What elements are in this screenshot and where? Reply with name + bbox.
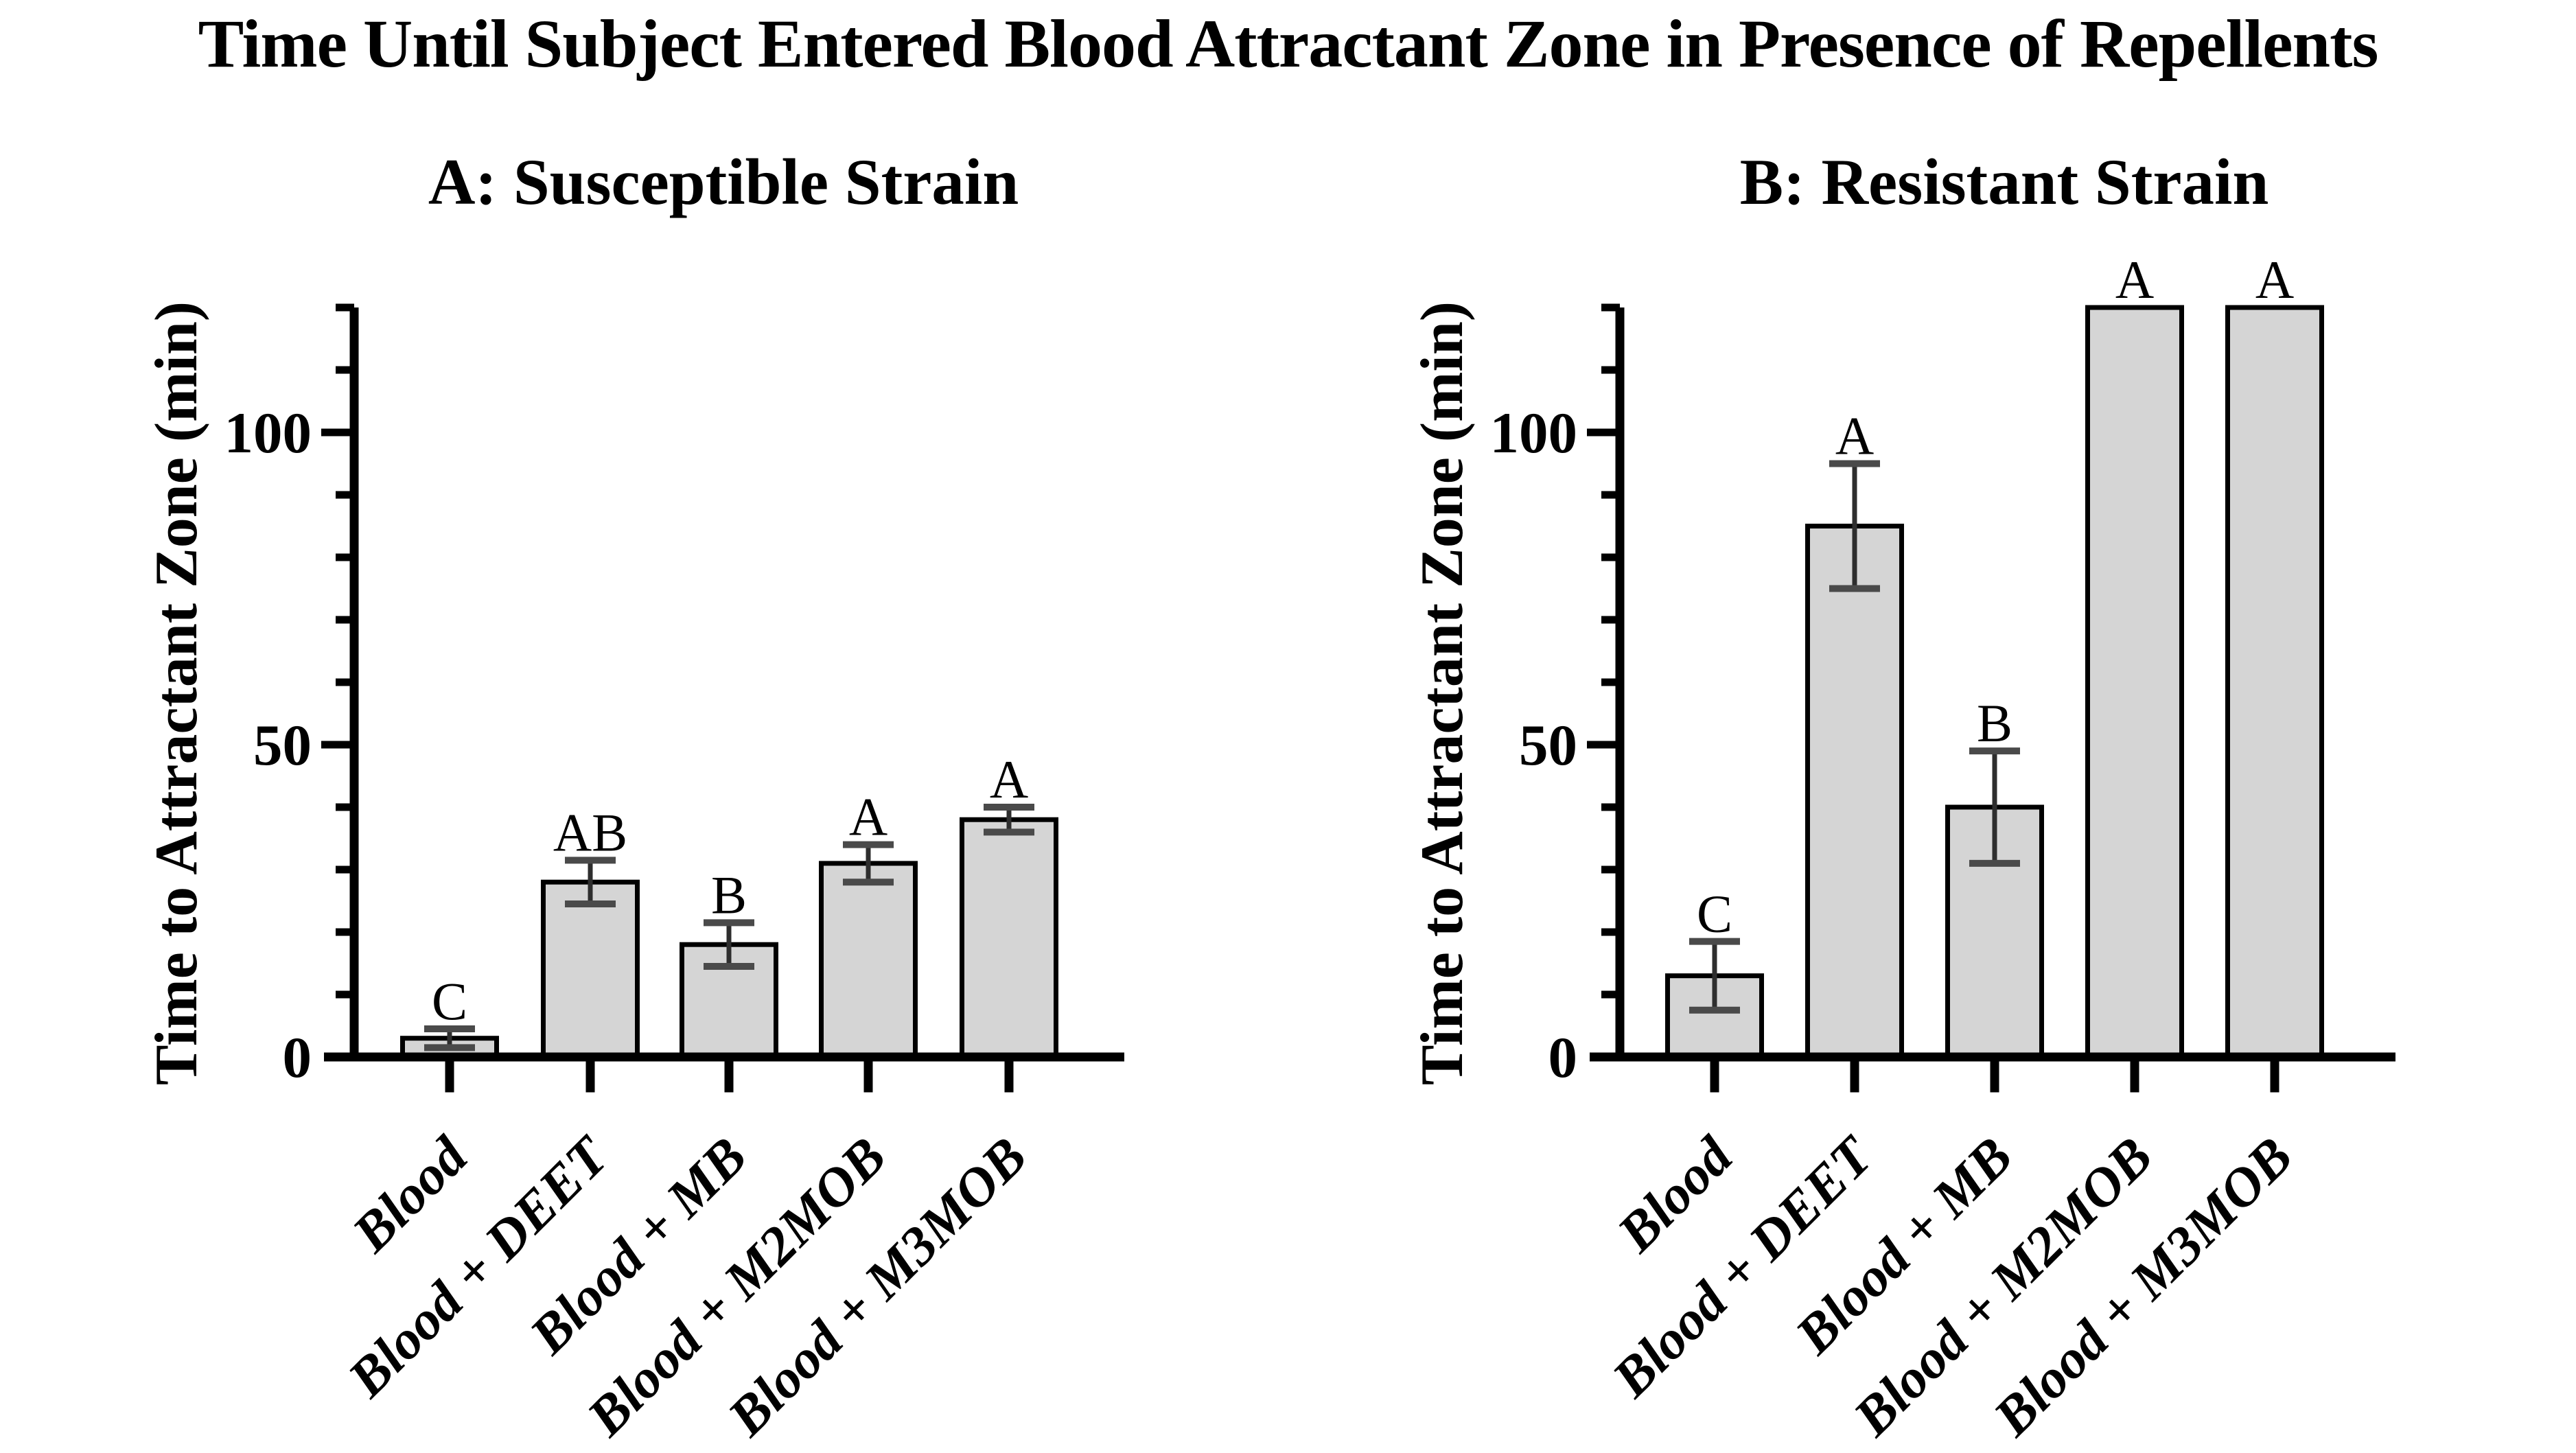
y-tick-label: 100 — [224, 401, 312, 465]
significance-letter: C — [432, 971, 467, 1031]
significance-letter: A — [1835, 406, 1874, 466]
figure-title: Time Until Subject Entered Blood Attract… — [198, 5, 2379, 82]
y-tick-label: 0 — [283, 1025, 312, 1090]
y-tick-label: 50 — [1519, 713, 1577, 778]
panel-a-title: A: Susceptible Strain — [428, 146, 1019, 218]
y-tick-label: 0 — [1548, 1025, 1578, 1090]
significance-letter: A — [2255, 250, 2294, 310]
bar — [819, 861, 918, 1060]
significance-letter: A — [2115, 250, 2154, 310]
panel-b-title: B: Resistant Strain — [1739, 146, 2269, 218]
significance-letter: C — [1697, 884, 1732, 944]
category-label: Blood — [340, 1126, 479, 1264]
significance-letter: A — [849, 787, 887, 847]
bar — [960, 817, 1058, 1060]
bar — [2085, 305, 2184, 1060]
significance-letter: B — [1977, 693, 2012, 753]
y-tick-label: 50 — [253, 713, 312, 778]
significance-letter: B — [711, 865, 747, 925]
bar — [541, 879, 640, 1060]
significance-letter: A — [990, 749, 1028, 809]
significance-letter: AB — [553, 802, 627, 862]
bar — [1805, 524, 1904, 1060]
y-tick-label: 100 — [1490, 401, 1578, 465]
bar — [2225, 305, 2324, 1060]
